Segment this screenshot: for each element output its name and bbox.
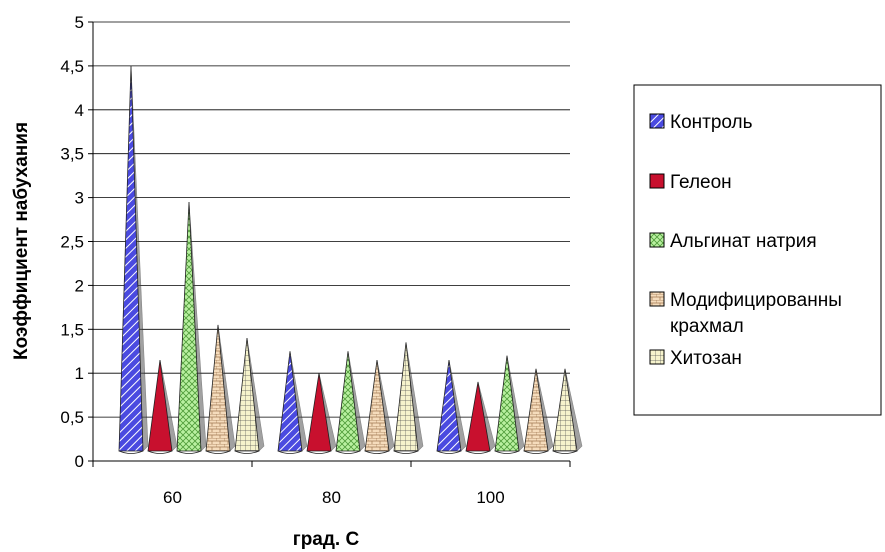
x-tick-labels: 60 80 100 — [163, 488, 505, 507]
axes — [92, 22, 570, 462]
gridlines — [88, 21, 571, 467]
cone-bar — [118, 65, 149, 454]
legend-label: Альгинат натрия — [670, 231, 817, 252]
y-tick-label: 3,5 — [60, 145, 84, 164]
legend-swatch — [649, 291, 665, 307]
cone-bar — [205, 324, 236, 454]
y-tick-label: 2 — [75, 276, 84, 295]
cone-bars — [118, 65, 583, 454]
x-tick-label: 100 — [476, 488, 504, 507]
legend-swatch — [649, 173, 665, 189]
cone-bar — [393, 342, 424, 454]
cone-bar — [176, 201, 207, 454]
legend-label: крахмал — [670, 316, 744, 337]
y-tick-label: 5 — [75, 13, 84, 32]
cone-bar — [364, 359, 395, 454]
legend-label: Гелеон — [670, 172, 732, 193]
y-tick-label: 3 — [75, 189, 84, 208]
legend-label: Модифицированны — [670, 290, 842, 311]
cone-bar — [234, 338, 265, 454]
y-tick-label: 0,5 — [60, 408, 84, 427]
x-tick-label: 80 — [322, 488, 341, 507]
cone-bar — [523, 368, 554, 454]
y-axis-title: Коэффициент набухания — [11, 122, 32, 360]
legend-label: Контроль — [670, 112, 753, 133]
legend-swatch — [649, 232, 665, 248]
legend-box — [633, 84, 882, 416]
cone-bar — [465, 381, 496, 454]
cone-bar — [552, 368, 583, 454]
y-tick-label: 1 — [75, 364, 84, 383]
y-tick-labels: 0 0,5 1 1,5 2 2,5 3 3,5 4 4,5 5 — [60, 13, 84, 471]
cone-bar — [436, 359, 467, 454]
x-tick-label: 60 — [163, 488, 182, 507]
x-axis-title: град. С — [293, 529, 360, 550]
y-tick-label: 4 — [75, 101, 84, 120]
y-tick-label: 2,5 — [60, 233, 84, 252]
y-tick-label: 4,5 — [60, 57, 84, 76]
legend: Контроль Гелеон Альгинат натрия Модифициров… — [633, 84, 882, 416]
cone-bar — [306, 373, 337, 454]
legend-swatch — [649, 349, 665, 365]
cone-bar — [277, 351, 308, 454]
legend-label: Хитозан — [670, 348, 742, 369]
cone-bar — [147, 359, 178, 454]
y-tick-label: 0 — [75, 452, 84, 471]
legend-swatch — [649, 113, 665, 129]
cone-bar — [335, 351, 366, 454]
y-tick-label: 1,5 — [60, 320, 84, 339]
cone-bar — [494, 355, 525, 454]
